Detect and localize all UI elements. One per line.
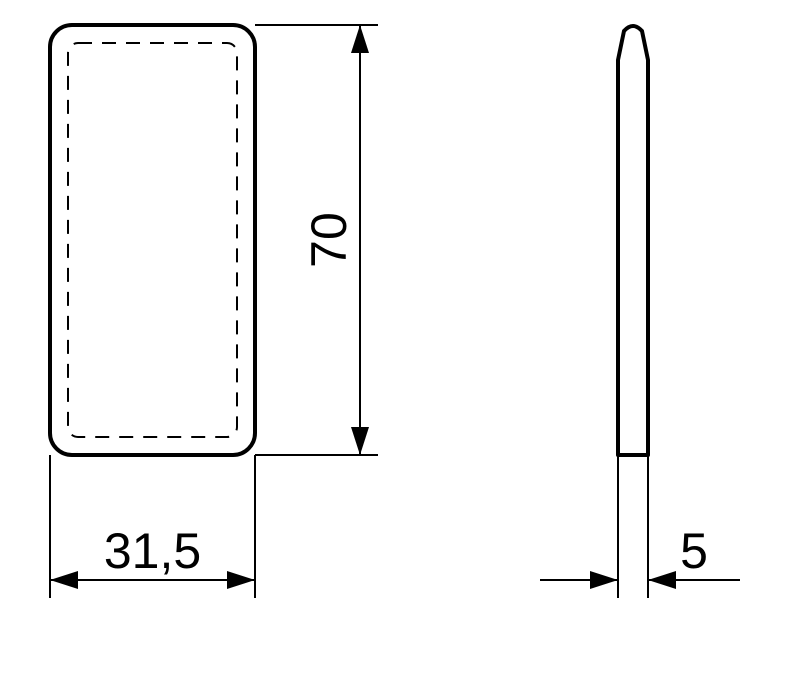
- technical-drawing: 70 31,5 5: [0, 0, 800, 686]
- dim-value-width: 31,5: [104, 523, 201, 579]
- front-view-outline: [50, 25, 255, 455]
- side-view-outline: [618, 26, 648, 455]
- dim-value-height: 70: [301, 212, 357, 268]
- dim-value-thickness: 5: [680, 523, 708, 579]
- front-view-inner-dashed: [68, 43, 237, 437]
